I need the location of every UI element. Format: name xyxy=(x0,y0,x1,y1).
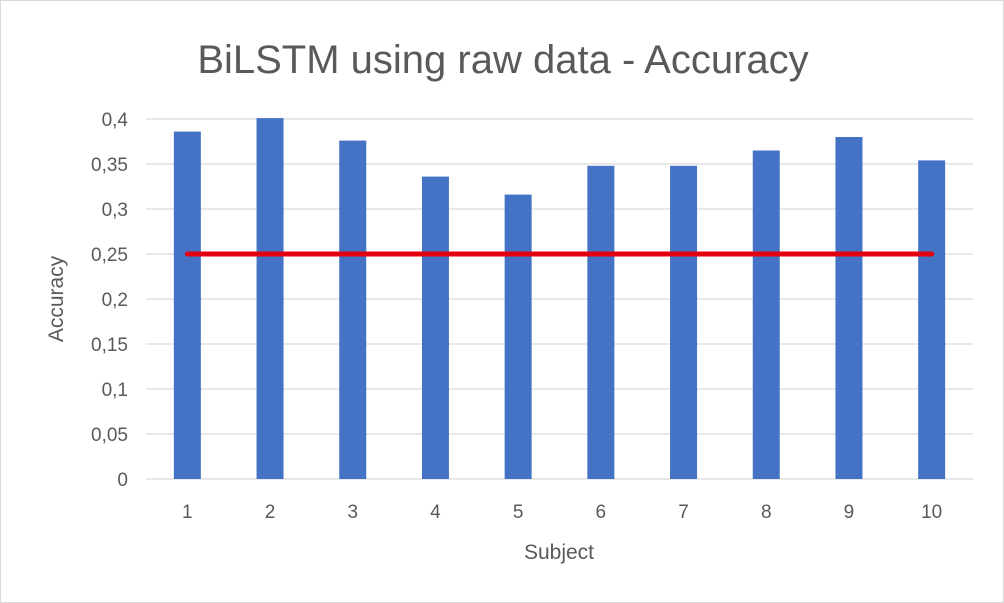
y-tick-label: 0,3 xyxy=(102,200,128,221)
x-tick-label: 3 xyxy=(347,502,358,523)
bar-subject-7 xyxy=(670,165,698,480)
bar-subject-6 xyxy=(587,165,615,480)
x-tick-label: 5 xyxy=(513,502,524,523)
y-tick-label: 0 xyxy=(117,470,128,491)
bar-subject-4 xyxy=(421,176,449,479)
bar-subject-1 xyxy=(173,131,201,479)
y-tick-label: 0,15 xyxy=(91,335,128,356)
y-tick-labels: 0 0,05 0,1 0,15 0,2 0,25 0,3 0,35 0,4 xyxy=(91,110,128,491)
x-tick-label: 10 xyxy=(921,502,942,523)
x-tick-label: 4 xyxy=(430,502,441,523)
y-tick-label: 0,1 xyxy=(102,380,128,401)
x-tick-label: 9 xyxy=(844,502,855,523)
bar-subject-9 xyxy=(835,137,863,479)
y-axis-label: Accuracy xyxy=(45,255,68,342)
bars xyxy=(173,118,946,480)
y-tick-label: 0,2 xyxy=(102,290,128,311)
y-tick-label: 0,05 xyxy=(91,425,128,446)
bar-subject-10 xyxy=(918,160,946,479)
bar-subject-3 xyxy=(339,140,367,479)
bar-subject-5 xyxy=(504,194,532,479)
bar-subject-8 xyxy=(752,150,780,479)
x-tick-label: 2 xyxy=(265,502,276,523)
x-tick-label: 7 xyxy=(678,502,689,523)
x-axis-label: Subject xyxy=(524,541,594,564)
chart-title: BiLSTM using raw data - Accuracy xyxy=(197,38,808,82)
bar-subject-2 xyxy=(256,118,284,479)
y-tick-label: 0,4 xyxy=(102,110,129,131)
x-tick-label: 8 xyxy=(761,502,772,523)
x-tick-labels: 1 2 3 4 5 6 7 8 9 10 xyxy=(182,502,942,523)
y-tick-label: 0,35 xyxy=(91,155,128,176)
x-tick-label: 1 xyxy=(182,502,193,523)
x-tick-label: 6 xyxy=(596,502,607,523)
y-tick-label: 0,25 xyxy=(91,245,128,266)
